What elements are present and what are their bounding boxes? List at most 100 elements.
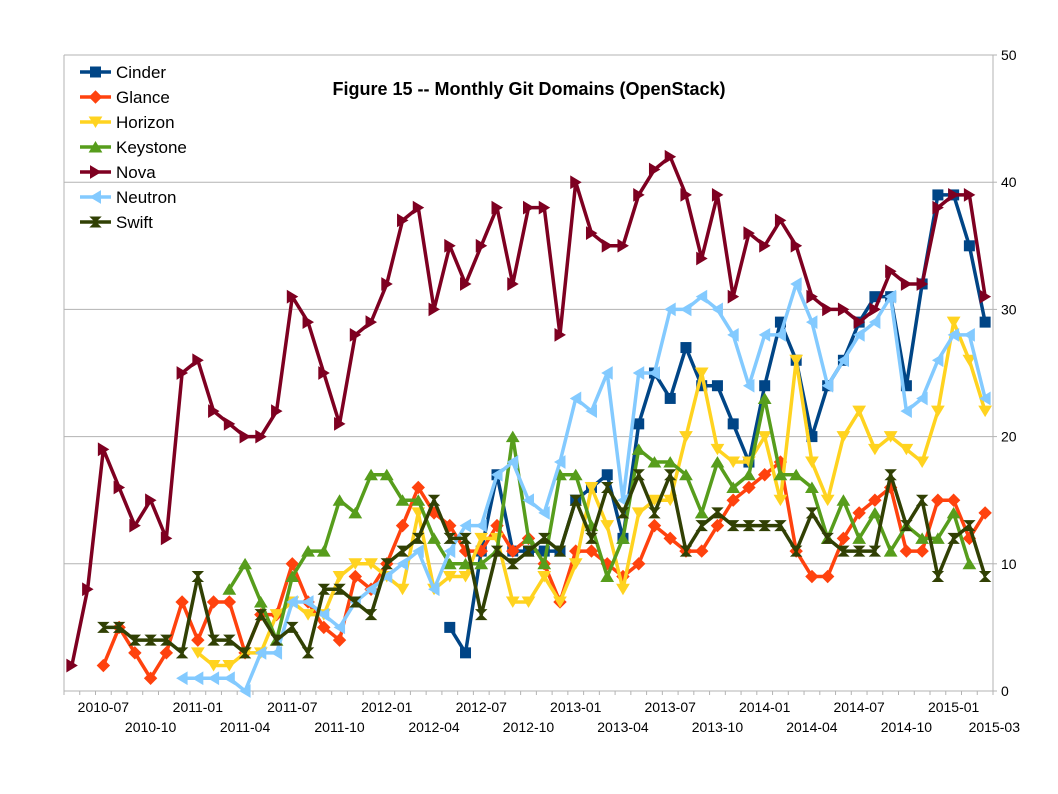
grid-lines [64,54,993,692]
data-point-keystone [663,456,678,468]
data-point-swift [286,621,299,633]
data-point-swift [459,532,472,544]
y-tick-label: 50 [1001,47,1017,63]
data-point-nova [554,327,566,342]
data-point-horizon [395,583,410,596]
data-point-glance [946,493,961,507]
data-point-glance [978,506,992,520]
data-point-keystone [395,494,410,506]
data-point-horizon [190,647,205,659]
data-point-nova [585,226,598,240]
data-point-cinder [680,342,692,354]
series-line-keystone [227,396,972,642]
data-point-swift [538,532,551,544]
data-point-keystone [301,545,315,557]
data-point-nova [82,582,94,597]
data-point-keystone [474,557,489,570]
data-point-keystone [505,430,520,443]
data-point-swift [97,621,110,633]
data-point-nova [160,531,173,546]
data-point-glance [332,633,347,647]
data-point-neutron [286,595,298,609]
legend-marker [89,190,101,204]
data-point-horizon [757,431,772,443]
data-point-neutron [931,353,944,368]
data-point-swift [238,647,252,659]
data-point-keystone [427,532,441,544]
data-point-swift [664,469,677,481]
data-point-nova [979,289,992,304]
data-point-keystone [931,532,945,544]
data-point-swift [223,634,236,646]
data-point-swift [191,571,205,583]
data-point-swift [648,507,661,519]
data-point-glance [710,518,725,533]
data-point-nova [727,289,740,304]
data-point-glance [348,569,363,584]
data-point-keystone [946,506,961,519]
x-tick-label: 2010-10 [125,719,177,735]
data-point-horizon [568,558,583,570]
data-point-nova [208,404,220,419]
data-point-nova [239,429,252,444]
data-point-swift [978,571,992,583]
data-point-nova [318,366,330,380]
x-tick-label: 2010-07 [78,699,130,715]
data-point-horizon [915,456,930,469]
series-line-neutron [182,282,987,693]
legend-item-keystone: Keystone [80,138,187,157]
data-point-swift [270,634,283,646]
x-tick-label: 2013-10 [692,719,744,735]
data-point-neutron [207,671,220,686]
data-point-nova [853,315,866,330]
data-point-neutron [963,327,975,342]
data-point-nova [97,442,110,457]
data-point-glance [899,544,914,558]
data-point-nova [759,238,771,253]
data-point-glance [757,468,772,482]
data-point-horizon [301,609,315,621]
data-point-horizon [694,367,709,379]
data-point-horizon [474,532,489,545]
data-point-swift [128,634,142,646]
data-point-neutron [632,366,645,380]
x-tick-label: 2011-01 [173,699,224,715]
data-point-neutron [223,671,235,686]
data-point-glance [222,595,237,609]
data-point-nova [129,518,141,533]
data-point-neutron [821,378,834,393]
data-point-swift [758,520,771,532]
legend-item-horizon: Horizon [80,113,175,132]
data-point-glance [285,557,300,571]
data-point-horizon [836,431,851,443]
data-point-neutron [554,455,566,469]
x-tick-label: 2014-01 [739,699,791,715]
x-tick-label: 2012-07 [456,699,508,715]
series-line-cinder [448,193,987,655]
data-point-glance [159,646,174,660]
data-point-keystone [789,468,804,481]
data-point-horizon [364,558,378,570]
data-point-keystone [883,545,898,557]
data-point-cinder [444,621,456,633]
data-point-horizon [505,596,520,608]
data-point-horizon [899,443,914,456]
data-point-nova [145,493,157,508]
data-point-swift [317,583,331,595]
data-point-swift [837,545,850,557]
data-point-neutron [805,315,818,330]
data-point-horizon [978,405,993,418]
data-point-nova [412,200,425,215]
data-point-glance [96,658,111,673]
data-point-nova [66,658,78,673]
data-point-horizon [631,507,646,519]
data-point-glance [584,544,599,558]
data-point-neutron [758,327,771,342]
data-point-horizon [600,520,615,532]
data-point-nova [192,353,204,368]
data-point-swift [490,545,504,557]
data-point-horizon [710,443,725,456]
series-glance [96,455,992,685]
y-tick-label: 20 [1001,429,1017,445]
